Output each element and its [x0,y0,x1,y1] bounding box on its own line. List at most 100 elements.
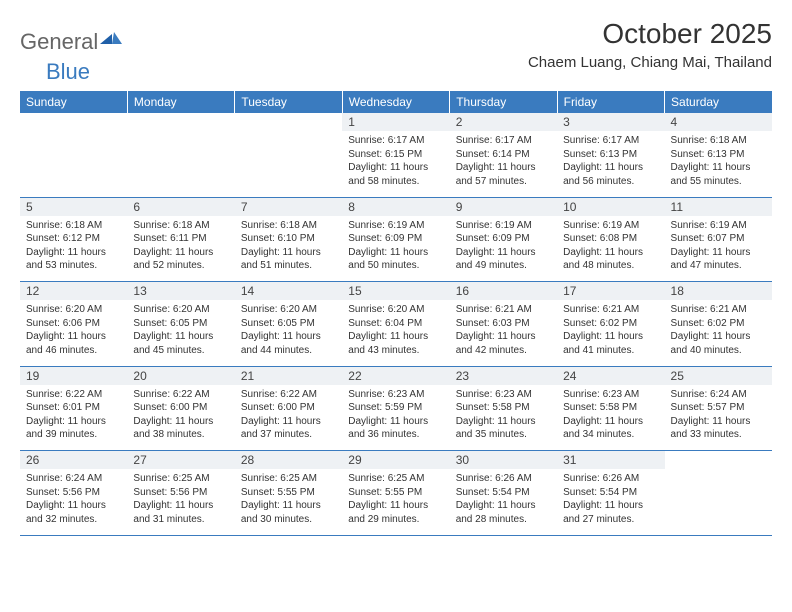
logo-text-general: General [20,29,98,55]
day-number-cell: 23 [450,366,557,385]
day-content-cell: Sunrise: 6:19 AMSunset: 6:07 PMDaylight:… [665,216,772,282]
content-row: Sunrise: 6:17 AMSunset: 6:15 PMDaylight:… [20,131,772,197]
day-number-cell: 21 [235,366,342,385]
day-content-cell: Sunrise: 6:18 AMSunset: 6:11 PMDaylight:… [127,216,234,282]
day-number-cell: 24 [557,366,664,385]
sunrise-line: Sunrise: 6:18 AM [26,219,121,233]
sunset-line: Sunset: 5:58 PM [456,401,551,415]
daynum-row: 1234 [20,113,772,131]
sunrise-line: Sunrise: 6:17 AM [348,134,443,148]
sunset-line: Sunset: 6:06 PM [26,317,121,331]
sunrise-line: Sunrise: 6:19 AM [671,219,766,233]
day-number-cell: 26 [20,451,127,470]
day-content-cell: Sunrise: 6:21 AMSunset: 6:02 PMDaylight:… [665,300,772,366]
daylight-line: Daylight: 11 hours and 47 minutes. [671,246,766,273]
day-number-cell: 5 [20,197,127,216]
day-content-cell: Sunrise: 6:20 AMSunset: 6:05 PMDaylight:… [235,300,342,366]
day-content-cell: Sunrise: 6:23 AMSunset: 5:59 PMDaylight:… [342,385,449,451]
weekday-header: Tuesday [235,91,342,113]
sunset-line: Sunset: 6:03 PM [456,317,551,331]
daynum-row: 262728293031 [20,451,772,470]
weekday-header: Friday [557,91,664,113]
daylight-line: Daylight: 11 hours and 45 minutes. [133,330,228,357]
sunset-line: Sunset: 5:54 PM [456,486,551,500]
daylight-line: Daylight: 11 hours and 56 minutes. [563,161,658,188]
sunrise-line: Sunrise: 6:18 AM [133,219,228,233]
sunset-line: Sunset: 6:15 PM [348,148,443,162]
sunset-line: Sunset: 6:13 PM [671,148,766,162]
sunrise-line: Sunrise: 6:17 AM [456,134,551,148]
day-content-cell: Sunrise: 6:26 AMSunset: 5:54 PMDaylight:… [557,469,664,535]
day-number-cell: 3 [557,113,664,131]
sunset-line: Sunset: 5:54 PM [563,486,658,500]
daylight-line: Daylight: 11 hours and 57 minutes. [456,161,551,188]
day-number-cell: 18 [665,282,772,301]
day-number-cell: 30 [450,451,557,470]
sunset-line: Sunset: 6:02 PM [563,317,658,331]
day-content-cell: Sunrise: 6:18 AMSunset: 6:13 PMDaylight:… [665,131,772,197]
sunrise-line: Sunrise: 6:22 AM [133,388,228,402]
day-number-cell: 4 [665,113,772,131]
calendar-table: Sunday Monday Tuesday Wednesday Thursday… [20,91,772,536]
day-content-cell: Sunrise: 6:18 AMSunset: 6:10 PMDaylight:… [235,216,342,282]
day-content-cell [665,469,772,535]
daynum-row: 567891011 [20,197,772,216]
day-number-cell: 6 [127,197,234,216]
sunrise-line: Sunrise: 6:23 AM [563,388,658,402]
day-content-cell: Sunrise: 6:17 AMSunset: 6:13 PMDaylight:… [557,131,664,197]
day-content-cell: Sunrise: 6:19 AMSunset: 6:08 PMDaylight:… [557,216,664,282]
day-content-cell [127,131,234,197]
daylight-line: Daylight: 11 hours and 39 minutes. [26,415,121,442]
sunset-line: Sunset: 6:09 PM [456,232,551,246]
sunrise-line: Sunrise: 6:21 AM [563,303,658,317]
sunrise-line: Sunrise: 6:25 AM [241,472,336,486]
day-content-cell: Sunrise: 6:17 AMSunset: 6:14 PMDaylight:… [450,131,557,197]
sunrise-line: Sunrise: 6:25 AM [348,472,443,486]
daylight-line: Daylight: 11 hours and 41 minutes. [563,330,658,357]
sunset-line: Sunset: 5:56 PM [133,486,228,500]
daylight-line: Daylight: 11 hours and 51 minutes. [241,246,336,273]
sunset-line: Sunset: 6:00 PM [241,401,336,415]
daynum-row: 19202122232425 [20,366,772,385]
daylight-line: Daylight: 11 hours and 35 minutes. [456,415,551,442]
daylight-line: Daylight: 11 hours and 46 minutes. [26,330,121,357]
daylight-line: Daylight: 11 hours and 37 minutes. [241,415,336,442]
day-number-cell: 12 [20,282,127,301]
weekday-header: Monday [127,91,234,113]
daylight-line: Daylight: 11 hours and 40 minutes. [671,330,766,357]
daylight-line: Daylight: 11 hours and 33 minutes. [671,415,766,442]
sunset-line: Sunset: 6:13 PM [563,148,658,162]
sunset-line: Sunset: 6:04 PM [348,317,443,331]
day-content-cell: Sunrise: 6:22 AMSunset: 6:00 PMDaylight:… [127,385,234,451]
weekday-header-row: Sunday Monday Tuesday Wednesday Thursday… [20,91,772,113]
sunset-line: Sunset: 6:05 PM [241,317,336,331]
daylight-line: Daylight: 11 hours and 29 minutes. [348,499,443,526]
sunrise-line: Sunrise: 6:26 AM [563,472,658,486]
day-content-cell: Sunrise: 6:26 AMSunset: 5:54 PMDaylight:… [450,469,557,535]
content-row: Sunrise: 6:18 AMSunset: 6:12 PMDaylight:… [20,216,772,282]
daylight-line: Daylight: 11 hours and 32 minutes. [26,499,121,526]
daylight-line: Daylight: 11 hours and 42 minutes. [456,330,551,357]
sunrise-line: Sunrise: 6:22 AM [26,388,121,402]
day-number-cell: 9 [450,197,557,216]
sunrise-line: Sunrise: 6:21 AM [456,303,551,317]
content-row: Sunrise: 6:22 AMSunset: 6:01 PMDaylight:… [20,385,772,451]
daylight-line: Daylight: 11 hours and 55 minutes. [671,161,766,188]
sunset-line: Sunset: 6:09 PM [348,232,443,246]
day-content-cell: Sunrise: 6:24 AMSunset: 5:56 PMDaylight:… [20,469,127,535]
sunrise-line: Sunrise: 6:25 AM [133,472,228,486]
daylight-line: Daylight: 11 hours and 27 minutes. [563,499,658,526]
sunset-line: Sunset: 6:02 PM [671,317,766,331]
sunset-line: Sunset: 5:55 PM [348,486,443,500]
sunrise-line: Sunrise: 6:23 AM [456,388,551,402]
sunrise-line: Sunrise: 6:17 AM [563,134,658,148]
logo: General [20,18,122,60]
sunset-line: Sunset: 5:58 PM [563,401,658,415]
day-content-cell: Sunrise: 6:19 AMSunset: 6:09 PMDaylight:… [450,216,557,282]
day-number-cell: 1 [342,113,449,131]
day-number-cell: 19 [20,366,127,385]
daylight-line: Daylight: 11 hours and 34 minutes. [563,415,658,442]
day-number-cell: 29 [342,451,449,470]
sunrise-line: Sunrise: 6:20 AM [26,303,121,317]
day-content-cell [235,131,342,197]
